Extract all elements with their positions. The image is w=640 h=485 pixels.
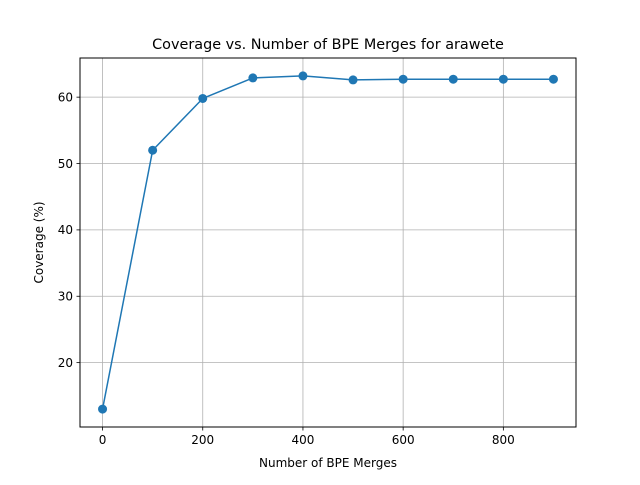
- grid-layer: [80, 58, 576, 427]
- plot-frame: [79, 57, 577, 428]
- y-tick-label: 40: [58, 223, 73, 237]
- x-tick-label: 800: [492, 433, 515, 447]
- x-tick-label: 600: [392, 433, 415, 447]
- data-point: [548, 74, 558, 84]
- tick-layer: 0 200 400 600 800 20 30 40 50 60: [58, 90, 515, 447]
- data-point: [398, 74, 408, 84]
- series-line: [101, 75, 554, 410]
- y-tick-label: 20: [58, 356, 73, 370]
- data-point: [448, 74, 458, 84]
- x-tick-label: 200: [191, 433, 214, 447]
- data-point: [198, 93, 208, 103]
- data-point: [248, 73, 258, 83]
- data-point: [148, 145, 158, 155]
- x-axis-label: Number of BPE Merges: [259, 456, 397, 470]
- data-point: [348, 75, 358, 85]
- x-tick-label: 0: [99, 433, 107, 447]
- y-axis-label: Coverage (%): [32, 201, 46, 283]
- y-tick-label: 60: [58, 90, 73, 104]
- data-point: [98, 404, 108, 414]
- data-point: [298, 71, 308, 81]
- series-layer: [98, 71, 558, 414]
- y-tick-label: 30: [58, 290, 73, 304]
- data-point: [498, 74, 508, 84]
- chart-title: Coverage vs. Number of BPE Merges for ar…: [152, 37, 504, 53]
- x-tick-label: 400: [291, 433, 314, 447]
- y-tick-label: 50: [58, 157, 73, 171]
